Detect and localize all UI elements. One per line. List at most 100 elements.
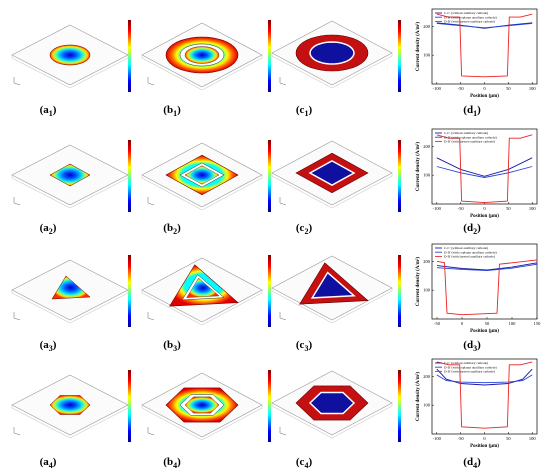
electrode-field <box>49 163 91 187</box>
caption-subscript: 3 <box>48 344 53 354</box>
caption-subscript: 2 <box>48 227 53 237</box>
center-electrode-field <box>308 160 356 186</box>
caption-subscript: 4 <box>48 461 53 471</box>
center-electrode-field <box>309 41 355 65</box>
x-tick-label: -100 <box>433 86 442 91</box>
colorbar <box>268 370 271 442</box>
caption-letter: a <box>43 339 49 351</box>
colorbar <box>128 255 131 327</box>
x-tick-label: 150 <box>534 321 542 326</box>
caption-subscript: 3 <box>173 344 178 354</box>
axis-x <box>147 82 155 86</box>
series-line-2 <box>436 374 533 384</box>
x-tick-label: 0 <box>483 436 486 441</box>
caption-subscript: 1 <box>48 109 53 119</box>
caption-letter: b <box>166 222 174 234</box>
panel-a2 <box>11 140 131 212</box>
caption-letter: d <box>466 456 474 468</box>
legend-entry-3: D-D' (with layered auxiliary cathode) <box>444 255 495 259</box>
caption-b2: (b2) <box>163 222 181 237</box>
x-tick-label: -50 <box>458 206 465 211</box>
plot-frame <box>431 8 538 85</box>
x-tick-label: 50 <box>506 206 511 211</box>
x-tick-label: -50 <box>434 321 441 326</box>
axis-x <box>13 432 21 436</box>
caption-b4: (b4) <box>163 456 181 471</box>
y-axis-label: Current density (A/m²) <box>415 257 421 307</box>
current-density-chart-3: -50 0 50 100 150 100 200 Position (μm) Current d… <box>415 243 542 334</box>
panel-b4 <box>141 370 271 442</box>
legend-entry-3: D-D' (with layered auxiliary cathode) <box>444 370 495 374</box>
series-line-2 <box>436 166 533 178</box>
caption-subscript: 3 <box>304 344 309 354</box>
caption-c3: (c3) <box>295 339 313 354</box>
series-line-1 <box>436 368 533 386</box>
colorbar <box>128 140 131 212</box>
y-tick-label: 100 <box>423 53 431 58</box>
caption-d4: (d4) <box>463 456 481 471</box>
legend-entry-1: C-C' (without auxiliary cathode) <box>444 361 488 365</box>
caption-letter: a <box>43 222 49 234</box>
series-line-2 <box>436 22 533 29</box>
axis-x <box>13 317 21 321</box>
caption-subscript: 1 <box>473 109 478 119</box>
series-line-3 <box>436 134 533 204</box>
substrate-edge <box>271 53 393 89</box>
axis-x <box>147 317 155 321</box>
colorbar <box>268 140 271 212</box>
plot-frame <box>431 358 538 435</box>
legend-entry-1: C-C' (without auxiliary cathode) <box>444 131 488 135</box>
axis-x <box>279 82 287 86</box>
inner-electrode-field <box>184 165 220 185</box>
axis-x <box>279 317 287 321</box>
x-tick-label: -50 <box>458 436 465 441</box>
caption-a2: (a2) <box>39 222 57 237</box>
inner-electrode-field <box>184 46 220 64</box>
axis-x <box>147 202 155 206</box>
x-tick-label: 100 <box>529 86 537 91</box>
axis-x <box>279 432 287 436</box>
caption-subscript: 2 <box>473 227 478 237</box>
electrode-field <box>49 44 91 66</box>
caption-letter: b <box>166 456 174 468</box>
substrate-edge <box>141 290 263 326</box>
panel-a4 <box>11 370 131 442</box>
legend-entry-2: D-D' (with coplanar auxiliary cathode) <box>444 135 497 139</box>
caption-letter: d <box>466 222 474 234</box>
colorbar <box>398 140 401 212</box>
substrate-edge <box>141 55 263 91</box>
colorbar <box>268 20 271 92</box>
panel-c3 <box>271 255 401 327</box>
caption-subscript: 4 <box>304 461 309 471</box>
colorbar <box>268 255 271 327</box>
y-tick-label: 100 <box>423 288 431 293</box>
caption-letter: c <box>299 456 305 468</box>
caption-a1: (a1) <box>39 104 57 119</box>
caption-subscript: 4 <box>173 461 178 471</box>
panel-a1 <box>11 20 131 92</box>
y-tick-label: 200 <box>423 24 431 29</box>
caption-subscript: 2 <box>173 227 178 237</box>
panel-a3 <box>11 255 131 327</box>
axis-x <box>279 202 287 206</box>
caption-letter: c <box>299 104 305 116</box>
caption-c1: (c1) <box>295 104 313 119</box>
x-tick-label: 0 <box>483 206 486 211</box>
axis-x <box>13 202 21 206</box>
x-axis-label: Position (μm) <box>470 94 499 99</box>
caption-d2: (d2) <box>463 222 481 237</box>
legend-entry-1: C-C' (without auxiliary cathode) <box>444 246 488 250</box>
caption-subscript: 2 <box>304 227 309 237</box>
x-tick-label: -100 <box>433 436 442 441</box>
y-tick-label: 200 <box>423 259 431 264</box>
y-tick-label: 100 <box>423 173 431 178</box>
panel-c4 <box>271 370 401 442</box>
center-electrode-field <box>310 271 356 299</box>
electrode-field <box>51 275 91 300</box>
series-line-3 <box>436 13 533 78</box>
caption-subscript: 1 <box>304 109 309 119</box>
caption-b3: (b3) <box>163 339 181 354</box>
caption-letter: a <box>43 104 49 116</box>
legend-entry-2: D-D' (with coplanar auxiliary cathode) <box>444 15 497 19</box>
